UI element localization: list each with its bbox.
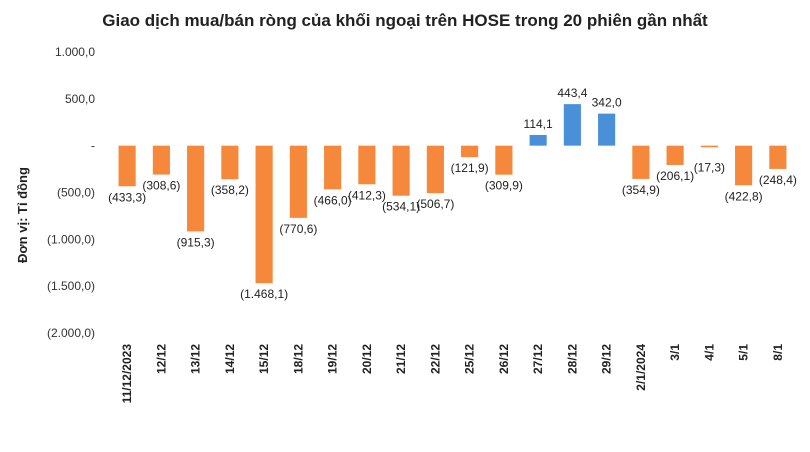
data-label: (506,7) — [416, 197, 454, 211]
x-tick-label: 26/12 — [497, 344, 511, 374]
bar — [118, 145, 136, 187]
data-label: (422,8) — [725, 189, 763, 203]
bar — [769, 145, 787, 169]
y-axis-ticks: 1.000,0 500,0 - (500,0) (1.000,0) (1.500,0) (2… — [47, 45, 95, 340]
x-tick-label: 18/12 — [291, 344, 305, 374]
bar — [735, 145, 753, 186]
bar — [426, 145, 444, 194]
x-tick-label: 11/12/2023 — [120, 344, 134, 404]
bars — [118, 104, 787, 284]
data-label: (915,3) — [177, 235, 215, 249]
x-tick-label: 14/12 — [223, 344, 237, 374]
bar — [461, 145, 479, 158]
x-tick-label: 22/12 — [428, 344, 442, 374]
bar — [563, 104, 581, 146]
data-label: (206,1) — [656, 169, 694, 183]
bar — [529, 134, 547, 146]
chart-title: Giao dịch mua/bán ròng của khối ngoại tr… — [102, 11, 708, 30]
bar — [221, 145, 239, 180]
x-tick-label: 15/12 — [257, 344, 271, 374]
data-label: (433,3) — [108, 190, 146, 204]
data-label: (1.468,1) — [240, 287, 288, 301]
y-tick-label: (2.000,0) — [47, 326, 95, 340]
bar — [700, 145, 718, 148]
x-tick-label: 2/1/2024 — [634, 344, 648, 391]
x-tick-label: 13/12 — [189, 344, 203, 374]
x-axis-ticks: 11/12/2023 12/12 13/12 14/12 15/12 18/12 19/12… — [120, 344, 785, 404]
bar — [598, 113, 616, 146]
data-label: (354,9) — [622, 183, 660, 197]
x-tick-label: 29/12 — [600, 344, 614, 374]
data-label: (412,3) — [348, 188, 386, 202]
y-tick-label: (1.000,0) — [47, 232, 95, 246]
bar — [632, 145, 650, 179]
x-tick-label: 25/12 — [463, 344, 477, 374]
data-label: (308,6) — [142, 179, 180, 193]
x-tick-label: 20/12 — [360, 344, 374, 374]
bar — [152, 145, 170, 175]
y-tick-label: - — [91, 139, 95, 153]
data-label: (358,2) — [211, 183, 249, 197]
data-label: 342,0 — [592, 96, 622, 110]
data-label: (309,9) — [485, 179, 523, 193]
bar — [324, 145, 342, 190]
x-tick-label: 8/1 — [771, 344, 785, 361]
bar — [392, 145, 410, 196]
x-tick-label: 4/1 — [702, 344, 716, 361]
data-label: (534,1) — [382, 200, 420, 214]
data-label: 114,1 — [524, 117, 553, 131]
x-tick-label: 3/1 — [668, 344, 682, 361]
data-label: (121,9) — [451, 161, 489, 175]
bar — [666, 145, 684, 165]
x-tick-label: 27/12 — [531, 344, 545, 374]
data-label: (466,0) — [314, 193, 352, 207]
x-tick-label: 5/1 — [737, 344, 751, 361]
bar — [187, 145, 205, 232]
bar — [289, 145, 307, 218]
x-tick-label: 19/12 — [326, 344, 340, 374]
bar — [358, 145, 376, 185]
y-tick-label: (1.500,0) — [47, 279, 95, 293]
data-label: (248,4) — [759, 173, 797, 187]
y-tick-label: 1.000,0 — [55, 45, 95, 59]
bar — [255, 145, 273, 284]
x-tick-label: 28/12 — [565, 344, 579, 374]
x-tick-label: 12/12 — [154, 344, 168, 374]
bar — [495, 145, 513, 175]
data-labels: (433,3)(308,6) (915,3) (358,2) (1.468,1) (77… — [108, 86, 797, 301]
data-label: (770,6) — [279, 222, 317, 236]
x-tick-label: 21/12 — [394, 344, 408, 374]
data-label: 443,4 — [557, 86, 587, 100]
y-axis-label: Đơn vị: Tỉ đồng — [15, 167, 30, 263]
data-label: (17,3) — [694, 161, 725, 175]
y-tick-label: (500,0) — [57, 186, 95, 200]
y-tick-label: 500,0 — [65, 92, 95, 106]
